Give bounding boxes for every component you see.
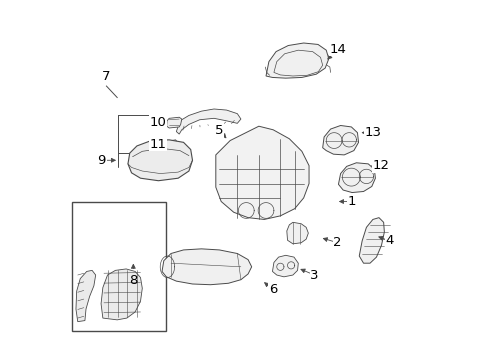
- Polygon shape: [162, 249, 251, 285]
- Text: 3: 3: [309, 269, 318, 282]
- Polygon shape: [167, 140, 177, 144]
- Text: 1: 1: [347, 195, 356, 208]
- Text: 6: 6: [268, 283, 277, 296]
- Polygon shape: [215, 126, 308, 220]
- Bar: [72, 202, 165, 330]
- Text: 2: 2: [333, 236, 341, 249]
- Text: 11: 11: [149, 138, 166, 150]
- Text: 13: 13: [364, 126, 381, 139]
- Polygon shape: [322, 126, 358, 155]
- Text: 5: 5: [215, 124, 223, 137]
- Text: 4: 4: [385, 234, 393, 247]
- Polygon shape: [272, 255, 298, 277]
- Text: 12: 12: [371, 159, 388, 172]
- Polygon shape: [338, 163, 375, 193]
- Polygon shape: [166, 117, 182, 128]
- Text: 8: 8: [129, 274, 137, 287]
- Polygon shape: [176, 109, 241, 134]
- Polygon shape: [286, 222, 308, 244]
- Polygon shape: [128, 140, 192, 181]
- Text: 14: 14: [328, 42, 346, 55]
- Polygon shape: [76, 270, 96, 321]
- Polygon shape: [359, 218, 384, 263]
- Text: 7: 7: [102, 70, 110, 83]
- Text: 10: 10: [149, 116, 166, 129]
- Polygon shape: [265, 43, 328, 78]
- Text: 9: 9: [98, 154, 106, 167]
- Polygon shape: [101, 269, 142, 320]
